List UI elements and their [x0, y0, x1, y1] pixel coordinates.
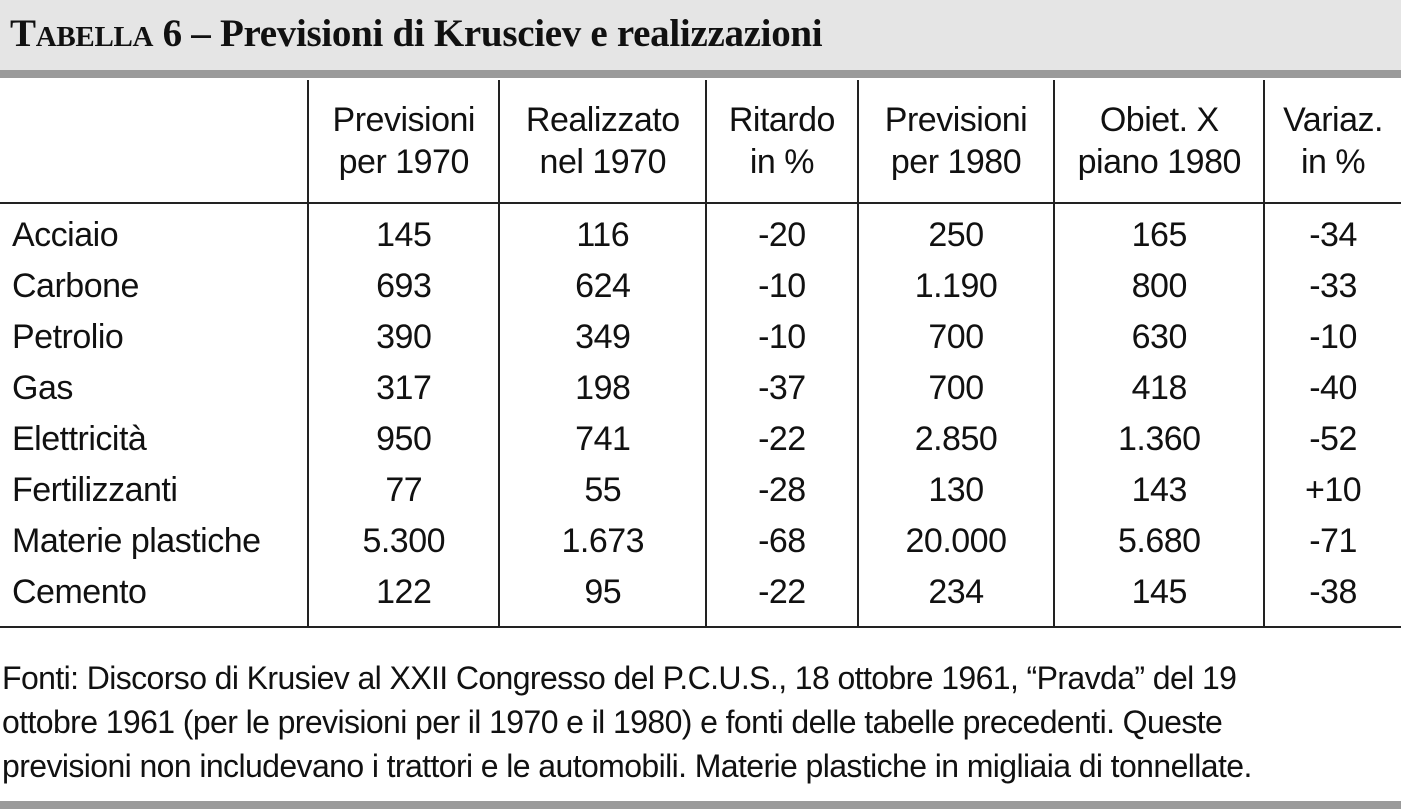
- cell-variazione: +10: [1304, 471, 1362, 509]
- cell-ritardo: -68: [706, 516, 859, 567]
- row-label: Materie plastiche: [0, 516, 310, 567]
- table-row: Carbone 693 624 -10 1.190 800 -33: [0, 261, 1401, 312]
- cell-previsioni-1970: 122: [308, 567, 501, 626]
- cell-variazione: -71: [1309, 522, 1357, 560]
- cell-previsioni-1970: 145: [308, 203, 501, 261]
- cell-variazione: -33: [1309, 267, 1357, 305]
- source-note: Fonti: Discorso di Krusiev al XXII Congr…: [2, 660, 1252, 784]
- title-text: – Previsioni di Krusciev e realizzazioni: [181, 12, 823, 55]
- cell-ritardo: -22: [706, 567, 859, 626]
- cell-obiettivo-x-piano: 800: [1054, 261, 1266, 312]
- cell-variazione: -10: [1309, 318, 1357, 356]
- cell-previsioni-1970: 5.300: [308, 516, 501, 567]
- table-row: Gas 317 198 -37 700 418 -40: [0, 363, 1401, 414]
- cell-ritardo: -37: [706, 363, 859, 414]
- cell-variazione: -52: [1309, 420, 1357, 458]
- cell-previsioni-1970: 950: [308, 414, 501, 465]
- cell-previsioni-1970: 693: [308, 261, 501, 312]
- row-label: Carbone: [0, 261, 310, 312]
- table-row: Cemento 122 95 -22 234 145 -38: [0, 567, 1401, 626]
- row-label: Cemento: [0, 567, 310, 626]
- table-row: Materie plastiche 5.300 1.673 -68 20.000 5.68…: [0, 516, 1401, 567]
- column-header-ritardo: Ritardo in %: [706, 80, 859, 204]
- cell-obiettivo-x-piano: 418: [1054, 363, 1266, 414]
- table-row: Fertilizzanti 77 55 -28 130 143 +10: [0, 465, 1401, 516]
- footer-rule: [0, 801, 1401, 809]
- cell-previsioni-1970: 390: [308, 312, 501, 363]
- cell-obiettivo-x-piano: 630: [1054, 312, 1266, 363]
- cell-previsioni-1980: 700: [857, 363, 1056, 414]
- cell-realizzato-1970: 1.673: [499, 516, 708, 567]
- title-rule: [0, 70, 1401, 78]
- cell-previsioni-1980: 1.190: [857, 261, 1056, 312]
- cell-previsioni-1970: 317: [308, 363, 501, 414]
- cell-ritardo: -10: [706, 312, 859, 363]
- cell-variazione: -38: [1309, 573, 1357, 611]
- cell-ritardo: -10: [706, 261, 859, 312]
- row-label: Fertilizzanti: [0, 465, 310, 516]
- cell-ritardo: -20: [706, 203, 859, 261]
- data-table: Previsioni per 1970 Realizzato nel 1970 Ri…: [0, 80, 1401, 626]
- title-word: ABELLA: [35, 21, 154, 53]
- cell-previsioni-1970: 77: [308, 465, 501, 516]
- cell-obiettivo-x-piano: 165: [1054, 203, 1266, 261]
- header-row: Previsioni per 1970 Realizzato nel 1970 Ri…: [0, 80, 1401, 204]
- cell-previsioni-1980: 700: [857, 312, 1056, 363]
- column-header-previsioni-1980: Previsioni per 1980: [857, 80, 1056, 204]
- column-header-item: [0, 80, 310, 204]
- table-row: Petrolio 390 349 -10 700 630 -10: [0, 312, 1401, 363]
- table-bottom-rule: [0, 626, 1401, 628]
- table-body: Acciaio 145 116 -20 250 165 -34 Carbone 693 624 -1…: [0, 203, 1401, 626]
- cell-realizzato-1970: 116: [499, 203, 708, 261]
- cell-obiettivo-x-piano: 5.680: [1054, 516, 1266, 567]
- cell-realizzato-1970: 55: [499, 465, 708, 516]
- row-label: Elettricità: [0, 414, 310, 465]
- table-row: Acciaio 145 116 -20 250 165 -34: [0, 203, 1401, 261]
- title-number: 6: [162, 12, 183, 55]
- title-initial: T: [10, 12, 36, 55]
- table-row: Elettricità 950 741 -22 2.850 1.360 -52: [0, 414, 1401, 465]
- row-label: Acciaio: [0, 203, 310, 261]
- column-header-variazione: Variaz. in %: [1264, 80, 1401, 204]
- table-title: TABELLA 6 – Previsioni di Krusciev e rea…: [10, 8, 823, 63]
- cell-previsioni-1980: 250: [857, 203, 1056, 261]
- cell-obiettivo-x-piano: 145: [1054, 567, 1266, 626]
- column-header-realizzato-1970: Realizzato nel 1970: [499, 80, 708, 204]
- cell-previsioni-1980: 20.000: [857, 516, 1056, 567]
- column-header-previsioni-1970: Previsioni per 1970: [308, 80, 501, 204]
- cell-previsioni-1980: 2.850: [857, 414, 1056, 465]
- column-header-obiettivo-x-piano: Obiet. X piano 1980: [1054, 80, 1266, 204]
- cell-variazione: -34: [1309, 216, 1357, 254]
- cell-realizzato-1970: 741: [499, 414, 708, 465]
- cell-realizzato-1970: 198: [499, 363, 708, 414]
- cell-previsioni-1980: 234: [857, 567, 1056, 626]
- row-label: Gas: [0, 363, 310, 414]
- cell-realizzato-1970: 95: [499, 567, 708, 626]
- row-label: Petrolio: [0, 312, 310, 363]
- cell-variazione: -40: [1309, 369, 1357, 407]
- cell-obiettivo-x-piano: 143: [1054, 465, 1266, 516]
- cell-ritardo: -22: [706, 414, 859, 465]
- cell-realizzato-1970: 349: [499, 312, 708, 363]
- title-bar: TABELLA 6 – Previsioni di Krusciev e rea…: [0, 0, 1401, 70]
- cell-ritardo: -28: [706, 465, 859, 516]
- cell-previsioni-1980: 130: [857, 465, 1056, 516]
- cell-obiettivo-x-piano: 1.360: [1054, 414, 1266, 465]
- cell-realizzato-1970: 624: [499, 261, 708, 312]
